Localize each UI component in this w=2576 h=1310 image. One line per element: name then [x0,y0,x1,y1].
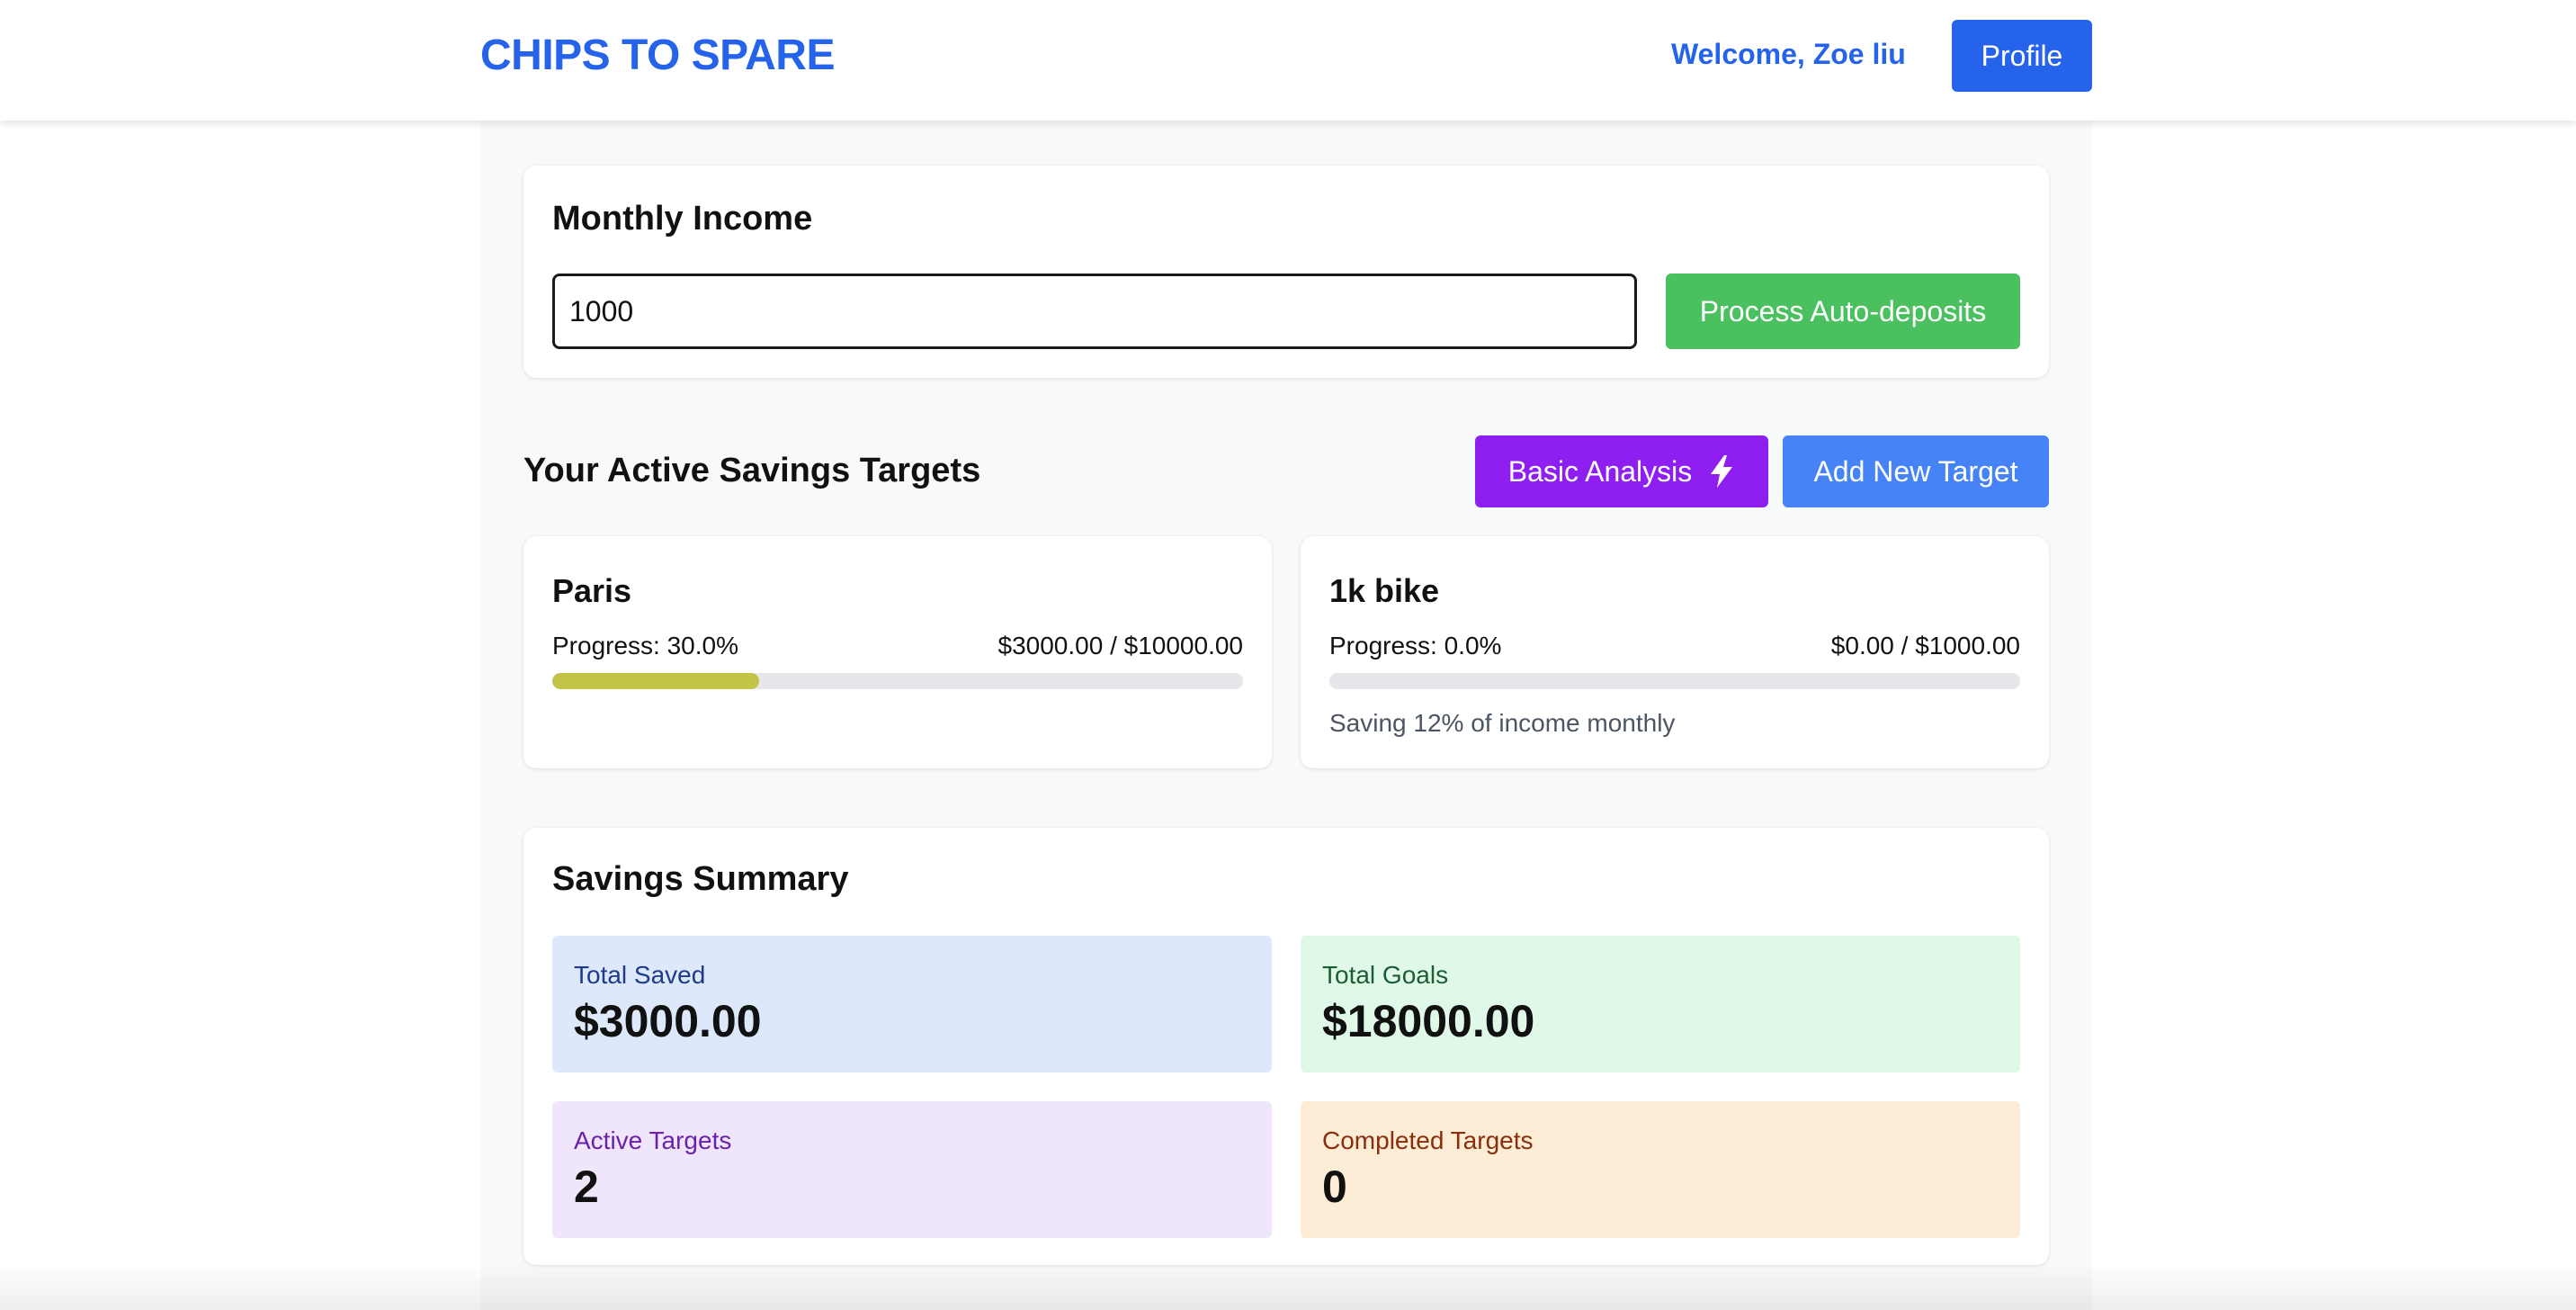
active-targets-heading: Your Active Savings Targets [523,452,981,489]
target-name: 1k bike [1329,572,1440,609]
progress-amount: $0.00 / $1000.00 [1830,632,2020,659]
active-targets-stat: Active Targets 2 [552,1101,1272,1238]
basic-analysis-button[interactable]: Basic Analysis [1475,435,1768,507]
completed-targets-label: Completed Targets [1322,1126,1534,1154]
top-navbar: CHIPS TO SPARE Welcome, Zoe liu Profile [0,0,2576,121]
profile-button[interactable]: Profile [1952,20,2092,92]
bottom-shadow [0,1263,2576,1310]
total-saved-stat: Total Saved $3000.00 [552,936,1272,1072]
lightning-bolt-icon [1708,454,1735,489]
active-targets-label: Active Targets [574,1126,732,1154]
total-saved-value: $3000.00 [574,996,762,1046]
basic-analysis-label: Basic Analysis [1507,454,1693,488]
saving-rate-note: Saving 12% of income monthly [1329,709,1676,737]
progress-amount: $3000.00 / $10000.00 [997,632,1243,659]
target-name: Paris [552,572,632,609]
monthly-income-card: Monthly Income Process Auto-deposits [523,166,2049,378]
welcome-text: Welcome, Zoe liu [1671,38,1906,70]
total-saved-label: Total Saved [574,961,706,989]
total-goals-stat: Total Goals $18000.00 [1301,936,2020,1072]
progress-bar [1329,673,2020,689]
monthly-income-input[interactable] [552,274,1637,349]
savings-summary-title: Savings Summary [552,860,849,898]
total-goals-label: Total Goals [1322,961,1449,989]
monthly-income-title: Monthly Income [552,200,813,238]
progress-bar-fill [552,673,760,689]
process-auto-deposits-button[interactable]: Process Auto-deposits [1666,274,2020,349]
completed-targets-value: 0 [1322,1162,1347,1212]
active-targets-value: 2 [574,1162,599,1212]
progress-label: Progress: 30.0% [552,632,738,659]
progress-label: Progress: 0.0% [1329,632,1502,659]
add-new-target-button[interactable]: Add New Target [1783,435,2049,507]
target-card-1k-bike[interactable]: 1k bike Progress: 0.0% $0.00 / $1000.00 … [1301,536,2049,768]
progress-bar [552,673,1243,689]
brand-logo[interactable]: CHIPS TO SPARE [480,31,835,79]
completed-targets-stat: Completed Targets 0 [1301,1101,2020,1238]
total-goals-value: $18000.00 [1322,996,1535,1046]
savings-summary-card: Savings Summary Total Saved $3000.00 Tot… [523,828,2049,1265]
target-card-paris[interactable]: Paris Progress: 30.0% $3000.00 / $10000.… [523,536,1272,768]
